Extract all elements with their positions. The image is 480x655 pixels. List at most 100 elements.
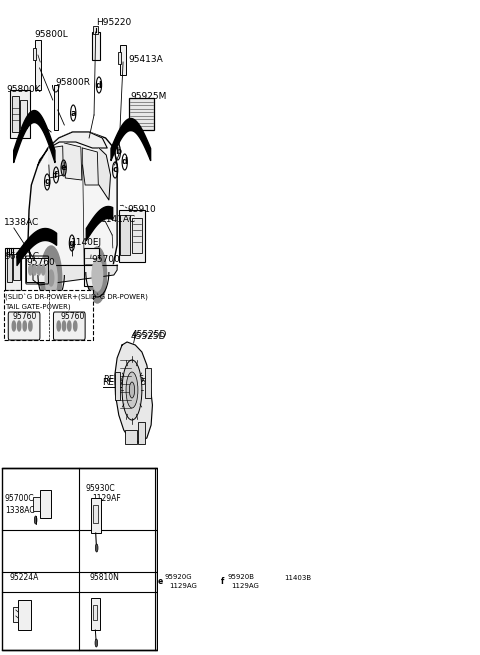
Bar — [163, 600, 173, 632]
Polygon shape — [115, 342, 153, 442]
Bar — [125, 430, 137, 444]
Circle shape — [234, 642, 237, 650]
Circle shape — [12, 321, 15, 331]
Text: (SLID`G DR-POWER+(SLID`G DR-POWER): (SLID`G DR-POWER+(SLID`G DR-POWER) — [5, 294, 148, 301]
Text: 95700: 95700 — [92, 255, 120, 264]
Text: 95224A: 95224A — [10, 574, 39, 582]
Circle shape — [88, 247, 107, 303]
Circle shape — [17, 321, 21, 331]
Text: e: e — [157, 578, 163, 586]
Circle shape — [57, 321, 60, 331]
Bar — [145, 368, 151, 398]
Text: 1338AC: 1338AC — [4, 218, 39, 227]
Bar — [94, 605, 97, 620]
Circle shape — [73, 321, 77, 331]
Text: 96831C: 96831C — [4, 252, 39, 261]
Circle shape — [45, 260, 57, 296]
Circle shape — [41, 246, 62, 310]
Text: 95760: 95760 — [12, 312, 37, 321]
Text: H95220: H95220 — [96, 18, 131, 27]
Circle shape — [37, 265, 41, 275]
Bar — [116, 372, 120, 400]
Text: 45525D: 45525D — [132, 330, 168, 339]
Text: g: g — [44, 178, 50, 187]
Text: REF.43-450: REF.43-450 — [102, 378, 153, 387]
Text: 95413A: 95413A — [128, 55, 163, 64]
Text: b: b — [115, 147, 121, 157]
Text: REF.43-450: REF.43-450 — [103, 375, 150, 384]
Text: 1140EJ: 1140EJ — [71, 238, 102, 247]
Bar — [12, 254, 20, 280]
Text: a: a — [4, 476, 9, 485]
Circle shape — [95, 639, 97, 647]
Circle shape — [129, 382, 134, 398]
Bar — [7, 254, 12, 282]
Bar — [228, 600, 237, 632]
Bar — [26, 258, 48, 282]
Circle shape — [170, 642, 173, 650]
Circle shape — [33, 265, 36, 275]
Text: 1141AC: 1141AC — [101, 215, 136, 224]
Bar — [138, 422, 144, 444]
Bar — [118, 52, 121, 64]
Circle shape — [42, 265, 45, 275]
Bar — [12, 96, 19, 132]
Circle shape — [62, 321, 66, 331]
Text: 95760: 95760 — [26, 258, 55, 267]
Bar — [91, 598, 100, 630]
Text: c: c — [2, 578, 7, 586]
Text: e: e — [61, 164, 67, 172]
Polygon shape — [38, 132, 107, 165]
Circle shape — [92, 259, 103, 291]
Text: 95925M: 95925M — [131, 92, 167, 101]
Circle shape — [23, 321, 26, 331]
Text: g: g — [69, 238, 75, 248]
Text: 95800L: 95800L — [34, 30, 68, 39]
Circle shape — [284, 623, 288, 633]
Text: 45525D: 45525D — [131, 332, 166, 341]
Bar — [92, 32, 100, 60]
Bar — [4, 290, 93, 340]
Bar — [84, 248, 99, 286]
Bar — [120, 45, 126, 75]
Bar — [166, 607, 169, 622]
Bar — [54, 85, 58, 130]
Bar — [33, 48, 36, 60]
Text: 95930C: 95930C — [85, 484, 115, 493]
Polygon shape — [83, 148, 98, 185]
Text: 95910: 95910 — [127, 205, 156, 214]
Text: 95800R: 95800R — [55, 78, 90, 87]
Bar — [120, 215, 131, 255]
Text: TAIL GATE-POWER): TAIL GATE-POWER) — [5, 304, 71, 310]
Text: d: d — [82, 578, 87, 586]
Text: 95810N: 95810N — [89, 574, 119, 582]
Text: 1338AC: 1338AC — [5, 506, 35, 515]
Circle shape — [68, 321, 71, 331]
Text: d: d — [96, 81, 102, 90]
Text: 95760: 95760 — [60, 312, 85, 321]
Bar — [39, 490, 51, 518]
Text: a: a — [71, 109, 76, 117]
FancyBboxPatch shape — [8, 312, 40, 340]
Bar — [230, 607, 234, 622]
Bar — [94, 26, 98, 34]
Polygon shape — [64, 143, 82, 180]
Text: f: f — [54, 170, 58, 179]
Bar — [129, 98, 155, 130]
Text: 1129AG: 1129AG — [169, 583, 197, 589]
Text: d: d — [122, 157, 128, 166]
Polygon shape — [33, 265, 117, 285]
Bar — [35, 40, 41, 90]
Bar — [12, 607, 18, 622]
Text: 11403B: 11403B — [284, 575, 311, 581]
Circle shape — [96, 544, 98, 552]
Circle shape — [126, 372, 138, 408]
Circle shape — [122, 360, 142, 420]
Text: 95920G: 95920G — [165, 574, 192, 580]
Bar — [93, 505, 98, 523]
FancyBboxPatch shape — [53, 312, 85, 340]
Circle shape — [34, 516, 37, 524]
Bar — [1, 468, 157, 650]
Text: c: c — [113, 166, 118, 174]
Bar — [119, 210, 145, 262]
